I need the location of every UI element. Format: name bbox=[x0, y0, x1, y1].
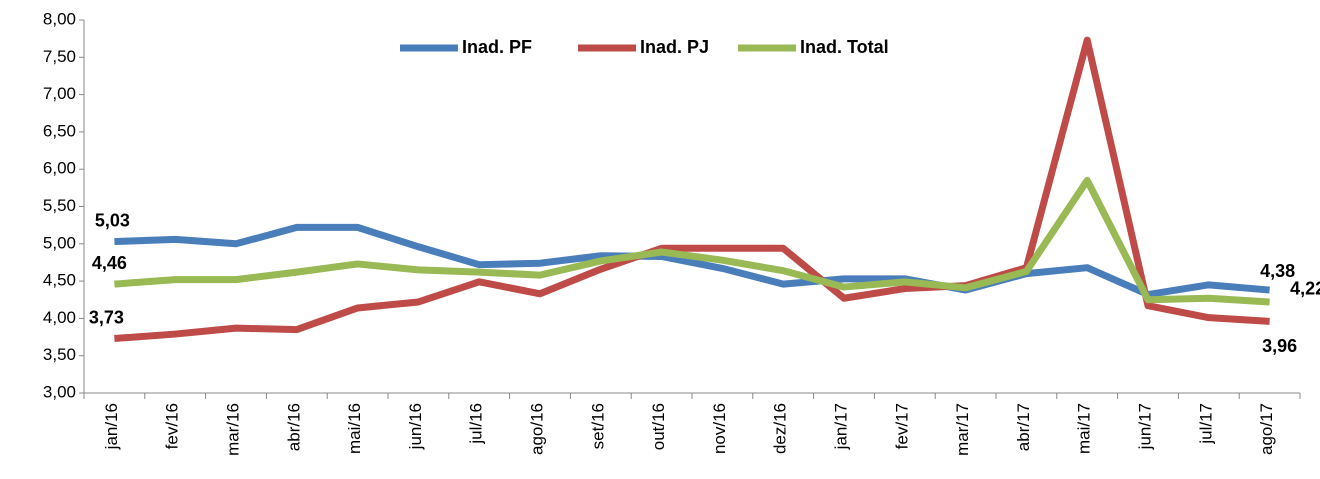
x-tick-label: jul/17 bbox=[1196, 403, 1215, 445]
y-tick-label: 6,50 bbox=[43, 121, 76, 140]
y-tick-label: 3,50 bbox=[43, 345, 76, 364]
y-tick-label: 8,00 bbox=[43, 9, 76, 28]
data-label: 4,22 bbox=[1290, 279, 1320, 299]
y-tick-label: 5,00 bbox=[43, 233, 76, 252]
x-tick-label: fev/17 bbox=[892, 403, 911, 449]
y-tick-label: 4,50 bbox=[43, 271, 76, 290]
x-tick-label: jul/16 bbox=[467, 403, 486, 445]
data-label: 5,03 bbox=[95, 210, 130, 230]
legend-label: Inad. PF bbox=[462, 37, 532, 57]
y-tick-label: 7,50 bbox=[43, 47, 76, 66]
legend-label: Inad. PJ bbox=[640, 37, 709, 57]
y-tick-label: 5,50 bbox=[43, 196, 76, 215]
x-tick-label: jun/17 bbox=[1135, 403, 1154, 450]
data-label: 3,73 bbox=[89, 307, 124, 327]
data-label: 4,46 bbox=[92, 253, 127, 273]
x-tick-label: dez/16 bbox=[771, 403, 790, 454]
y-tick-label: 7,00 bbox=[43, 84, 76, 103]
x-tick-label: out/16 bbox=[649, 403, 668, 450]
x-tick-label: jan/17 bbox=[831, 403, 850, 450]
x-tick-label: fev/16 bbox=[163, 403, 182, 449]
x-tick-label: jun/16 bbox=[406, 403, 425, 450]
legend-label: Inad. Total bbox=[800, 37, 889, 57]
x-tick-label: jan/16 bbox=[102, 403, 121, 450]
x-tick-label: nov/16 bbox=[710, 403, 729, 454]
series-line bbox=[114, 223, 1270, 299]
y-tick-label: 4,00 bbox=[43, 308, 76, 327]
x-tick-label: ago/16 bbox=[527, 403, 546, 455]
x-tick-label: abr/17 bbox=[1014, 403, 1033, 451]
x-tick-label: mai/16 bbox=[345, 403, 364, 454]
x-tick-label: mai/17 bbox=[1075, 403, 1094, 454]
series-line bbox=[114, 36, 1270, 343]
y-tick-label: 3,00 bbox=[43, 382, 76, 401]
x-tick-label: abr/16 bbox=[284, 403, 303, 451]
y-tick-label: 6,00 bbox=[43, 159, 76, 178]
data-label: 4,38 bbox=[1260, 261, 1295, 281]
x-tick-label: mar/16 bbox=[223, 403, 242, 456]
series-line bbox=[114, 176, 1270, 306]
data-label: 3,96 bbox=[1262, 336, 1297, 356]
x-tick-label: set/16 bbox=[588, 403, 607, 449]
x-tick-label: ago/17 bbox=[1257, 403, 1276, 455]
x-tick-label: mar/17 bbox=[953, 403, 972, 456]
